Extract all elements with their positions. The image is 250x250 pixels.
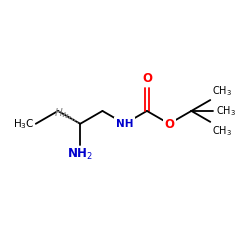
Text: O: O	[142, 72, 152, 85]
Text: NH$_2$: NH$_2$	[67, 147, 93, 162]
Text: CH$_3$: CH$_3$	[212, 124, 232, 138]
Text: CH$_3$: CH$_3$	[216, 104, 236, 118]
Text: H: H	[54, 108, 62, 118]
Text: H$_3$C: H$_3$C	[13, 117, 34, 131]
Text: O: O	[164, 118, 174, 131]
Text: CH$_3$: CH$_3$	[212, 84, 232, 98]
Text: NH: NH	[116, 119, 134, 129]
